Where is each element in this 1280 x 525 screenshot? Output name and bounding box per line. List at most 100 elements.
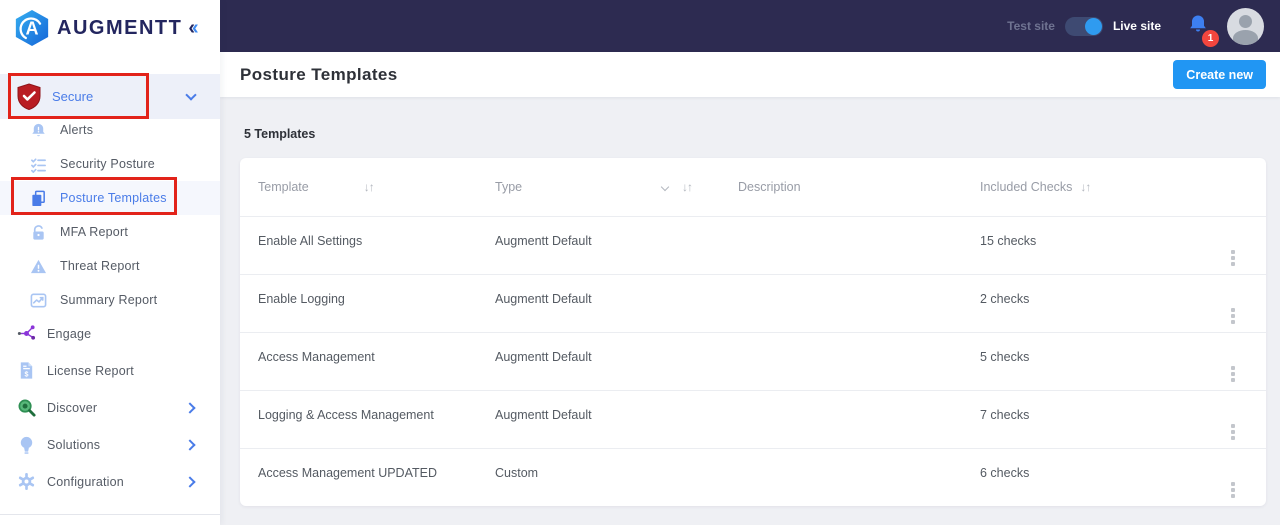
template-type: Augmentt Default xyxy=(495,234,592,248)
lightbulb-icon xyxy=(16,434,37,455)
checklist-icon xyxy=(29,155,48,174)
included-checks: 15 checks xyxy=(980,234,1037,248)
sidebar-item-secure[interactable]: Secure xyxy=(0,74,220,119)
avatar-body xyxy=(1233,29,1258,45)
included-checks: 6 checks xyxy=(980,466,1030,480)
included-checks: 7 checks xyxy=(980,408,1030,422)
test-site-label: Test site xyxy=(1007,19,1055,33)
create-new-button[interactable]: Create new xyxy=(1173,60,1266,89)
sidebar-item-engage[interactable]: Engage xyxy=(0,315,220,352)
sidebar-item-security-posture[interactable]: Security Posture xyxy=(0,147,220,181)
column-header-type[interactable]: Type xyxy=(495,180,523,194)
chevron-right-icon xyxy=(184,439,196,451)
brand-logo[interactable]: A AUGMENTT ‹ ‹ xyxy=(0,0,220,56)
included-checks: 2 checks xyxy=(980,292,1030,306)
augmentt-logo-icon: A xyxy=(15,9,49,47)
template-type: Augmentt Default xyxy=(495,292,592,306)
sidebar: A AUGMENTT ‹ ‹ Secure Alerts xyxy=(0,0,220,525)
pages-icon xyxy=(29,189,48,208)
table-row[interactable]: Access Management Augmentt Default 5 che… xyxy=(240,332,1266,390)
sidebar-item-label: Security Posture xyxy=(60,157,155,171)
secure-subnav: Alerts Security Posture Posture Template… xyxy=(0,113,220,317)
topbar: Test site Live site 1 xyxy=(220,0,1280,52)
sidebar-item-summary-report[interactable]: Summary Report xyxy=(0,283,220,317)
template-name: Enable Logging xyxy=(258,292,345,306)
template-name: Enable All Settings xyxy=(258,234,363,248)
column-header-template[interactable]: Template xyxy=(258,180,309,194)
page-title: Posture Templates xyxy=(240,64,398,84)
gear-icon xyxy=(16,471,37,492)
live-site-label: Live site xyxy=(1112,19,1161,33)
table-row[interactable]: Access Management UPDATED Custom 6 check… xyxy=(240,448,1266,506)
brand-name: AUGMENTT xyxy=(57,16,183,39)
sidebar-item-license-report[interactable]: $ License Report xyxy=(0,352,220,389)
templates-count: 5 Templates xyxy=(244,127,316,141)
template-description xyxy=(720,333,962,350)
invoice-icon: $ xyxy=(16,360,37,381)
table-row[interactable]: Enable All Settings Augmentt Default 15 … xyxy=(240,216,1266,274)
network-icon xyxy=(16,323,37,344)
included-checks: 5 checks xyxy=(980,350,1030,364)
chevron-down-icon xyxy=(185,89,197,101)
notifications-button[interactable]: 1 xyxy=(1187,13,1219,47)
bell-icon xyxy=(29,121,48,140)
lock-icon xyxy=(29,223,48,242)
column-header-included-checks[interactable]: Included Checks xyxy=(980,180,1073,194)
site-toggle[interactable] xyxy=(1064,16,1103,36)
sidebar-item-solutions[interactable]: Solutions xyxy=(0,426,220,463)
chevron-right-icon xyxy=(184,402,196,414)
template-description xyxy=(720,275,962,292)
sidebar-divider xyxy=(0,514,220,515)
warning-triangle-icon xyxy=(29,257,48,276)
sidebar-item-label: Discover xyxy=(47,400,98,415)
template-type: Custom xyxy=(495,466,539,480)
svg-text:$: $ xyxy=(25,370,29,378)
magnifier-icon xyxy=(16,397,37,418)
row-actions-menu[interactable] xyxy=(1227,362,1239,386)
row-actions-menu[interactable] xyxy=(1227,420,1239,444)
sidebar-item-discover[interactable]: Discover xyxy=(0,389,220,426)
chevron-right-icon xyxy=(184,476,196,488)
sidebar-item-label: MFA Report xyxy=(60,225,128,239)
avatar-head xyxy=(1239,14,1252,28)
row-actions-menu[interactable] xyxy=(1227,478,1239,502)
column-header-description: Description xyxy=(738,180,801,194)
content-area: 5 Templates Template ↓↑ Type ↓↑ Descript… xyxy=(220,97,1280,525)
notification-badge: 1 xyxy=(1202,29,1219,47)
filter-chevron-down-icon[interactable] xyxy=(660,182,670,192)
chart-icon xyxy=(29,291,48,310)
sort-icon[interactable]: ↓↑ xyxy=(1080,180,1091,194)
sidebar-collapse-icon[interactable]: ‹ ‹ xyxy=(188,17,199,39)
table-header-row: Template ↓↑ Type ↓↑ Description Included… xyxy=(240,158,1266,216)
sidebar-item-mfa-report[interactable]: MFA Report xyxy=(0,215,220,249)
template-description xyxy=(720,449,962,466)
toggle-knob xyxy=(1084,17,1102,35)
template-name: Access Management xyxy=(258,350,375,364)
templates-table: Template ↓↑ Type ↓↑ Description Included… xyxy=(240,158,1266,506)
user-avatar[interactable] xyxy=(1227,7,1264,45)
sidebar-item-posture-templates[interactable]: Posture Templates xyxy=(0,181,220,215)
sidebar-item-label: License Report xyxy=(47,363,134,378)
table-row[interactable]: Logging & Access Management Augmentt Def… xyxy=(240,390,1266,448)
row-actions-menu[interactable] xyxy=(1227,246,1239,270)
shield-check-icon xyxy=(17,83,41,110)
sidebar-item-label: Posture Templates xyxy=(60,191,167,205)
sidebar-item-threat-report[interactable]: Threat Report xyxy=(0,249,220,283)
sidebar-item-label: Configuration xyxy=(47,474,124,489)
sort-icon[interactable]: ↓↑ xyxy=(363,180,375,194)
sidebar-item-label: Secure xyxy=(52,89,94,104)
page-header: Posture Templates Create new xyxy=(220,52,1280,97)
row-actions-menu[interactable] xyxy=(1227,304,1239,328)
sort-icon[interactable]: ↓↑ xyxy=(682,180,693,194)
sidebar-item-alerts[interactable]: Alerts xyxy=(0,113,220,147)
sidebar-item-label: Alerts xyxy=(60,123,94,137)
sidebar-item-label: Threat Report xyxy=(60,259,140,273)
svg-text:A: A xyxy=(25,19,38,39)
sidebar-item-configuration[interactable]: Configuration xyxy=(0,463,220,500)
table-row[interactable]: Enable Logging Augmentt Default 2 checks xyxy=(240,274,1266,332)
sidebar-item-label: Summary Report xyxy=(60,293,158,307)
bell-icon xyxy=(1190,15,1206,31)
template-name: Access Management UPDATED xyxy=(258,466,437,480)
template-type: Augmentt Default xyxy=(495,408,592,422)
